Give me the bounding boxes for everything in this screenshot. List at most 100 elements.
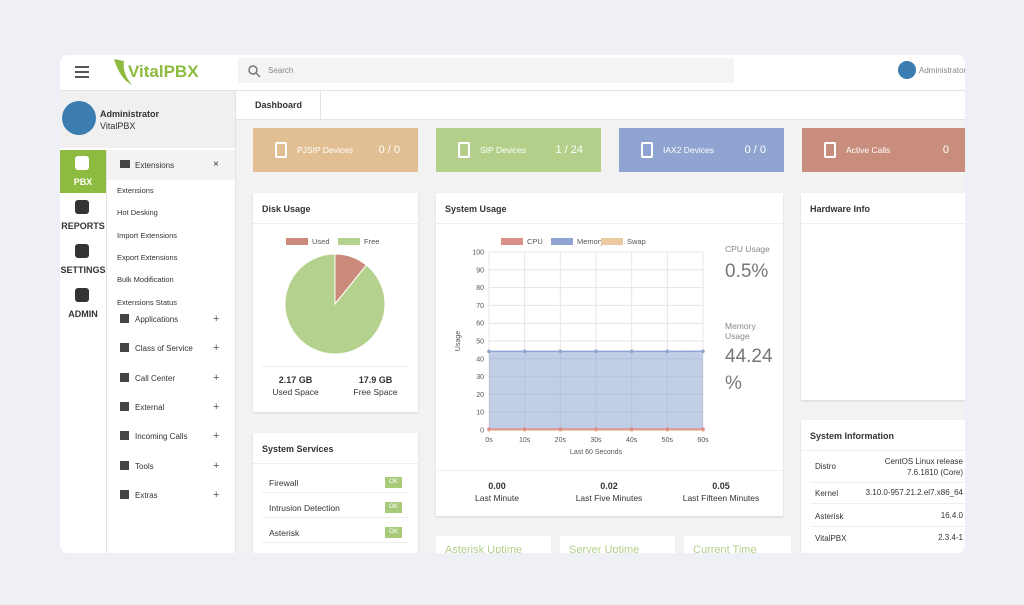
menu-section[interactable]: Class of Service bbox=[135, 344, 193, 354]
menu-icon bbox=[120, 343, 129, 353]
disk-value: 2.17 GB bbox=[278, 375, 313, 385]
search-box[interactable]: Search bbox=[238, 58, 734, 83]
usage-stat-value: 0.5% bbox=[725, 261, 769, 282]
menu-icon bbox=[120, 372, 129, 382]
series-point bbox=[665, 427, 670, 431]
rail-item[interactable]: PBX bbox=[60, 150, 106, 193]
card-label: SIP Devices bbox=[480, 145, 527, 155]
series-point bbox=[665, 349, 670, 354]
series-point bbox=[487, 349, 491, 354]
series-point bbox=[558, 349, 563, 354]
legend-swatch bbox=[501, 238, 523, 245]
bottom-panel-title: Current Time bbox=[693, 544, 757, 553]
disk-usage-panel: Disk Usage Used Free 2.17 GB Used Space 17.9 … bbox=[253, 193, 418, 412]
menu-label: Extensions bbox=[135, 161, 175, 170]
info-value: 16.4.0 bbox=[940, 511, 963, 520]
stat-card[interactable]: Active Calls 0 bbox=[802, 128, 965, 172]
menu-item[interactable]: Hot Desking bbox=[117, 208, 158, 218]
menu-icon bbox=[120, 314, 129, 323]
profile-avatar bbox=[62, 101, 96, 135]
card-value: 0 bbox=[942, 144, 949, 156]
top-bar: VitalPBX Search Administrator bbox=[60, 55, 965, 91]
menu-icon bbox=[120, 401, 129, 411]
service-status: OK bbox=[385, 477, 402, 488]
tab[interactable]: Dashboard bbox=[238, 91, 321, 119]
info-value: 3.10.0-957.21.2.el7.x86_64 bbox=[865, 488, 963, 497]
info-key: Distro bbox=[815, 462, 836, 471]
menu-expand[interactable]: + bbox=[213, 313, 220, 325]
system-usage-panel: System Usage CPU Memory Swap 0 10 20 30 40 50 60 70… bbox=[436, 193, 783, 516]
x-tick-label: 0s bbox=[485, 437, 493, 444]
menu-section[interactable]: Applications bbox=[135, 315, 179, 324]
logo[interactable]: VitalPBX bbox=[110, 55, 210, 89]
y-tick-label: 10 bbox=[476, 410, 484, 417]
y-tick-label: 0 bbox=[480, 428, 484, 435]
row-divider bbox=[810, 526, 965, 527]
panel-title: System Information bbox=[810, 431, 895, 441]
series-point bbox=[594, 427, 598, 431]
stat-card[interactable]: SIP Devices 1 / 24 bbox=[436, 128, 601, 172]
user-avatar[interactable] bbox=[898, 61, 916, 79]
search-placeholder: Search bbox=[268, 66, 294, 75]
menu-section[interactable]: External bbox=[135, 402, 165, 412]
card-value: 0 / 0 bbox=[378, 144, 400, 156]
rail-item[interactable]: ADMIN bbox=[60, 282, 106, 325]
menu-close: × bbox=[213, 159, 219, 170]
usage-chart: CPU Memory Swap 0 10 20 30 40 50 60 70 80 90 100 0s 10s… bbox=[455, 237, 709, 456]
row-divider bbox=[262, 517, 409, 518]
card-icon bbox=[275, 142, 287, 158]
load-label: Last Five Minutes bbox=[575, 493, 643, 503]
icon-rail: PBX REPORTS SETTINGS ADMIN bbox=[60, 150, 107, 553]
user-name[interactable]: Administrator bbox=[919, 66, 965, 75]
tab-bar: Dashboard bbox=[236, 91, 965, 120]
disk-caption: Free Space bbox=[353, 387, 398, 397]
search-icon bbox=[248, 65, 261, 78]
menu-expand[interactable]: + bbox=[213, 371, 220, 384]
card-label: PJSIP Devices bbox=[297, 145, 354, 155]
y-tick-label: 70 bbox=[476, 303, 484, 310]
menu-item[interactable]: Extensions Status bbox=[117, 297, 178, 307]
series-point bbox=[701, 349, 705, 354]
main-area: Dashboard PJSIP Devices 0 / 0 SIP Devices 1… bbox=[236, 91, 965, 553]
panel-divider bbox=[436, 223, 783, 224]
x-tick-label: 40s bbox=[626, 437, 638, 444]
menu-item[interactable]: Import Extensions bbox=[117, 230, 178, 240]
stat-card[interactable]: PJSIP Devices 0 / 0 bbox=[253, 128, 418, 172]
card-value: 0 / 0 bbox=[744, 144, 766, 156]
logo-text: VitalPBX bbox=[128, 62, 199, 81]
series-point bbox=[522, 349, 527, 354]
panel-divider bbox=[436, 470, 783, 471]
y-tick-label: 100 bbox=[472, 250, 484, 257]
menu-expand[interactable]: + bbox=[213, 400, 220, 413]
bottom-panel: Server Uptime bbox=[560, 536, 675, 553]
menu-section[interactable]: Tools bbox=[135, 461, 154, 471]
tab-label: Dashboard bbox=[255, 100, 303, 110]
rail-item[interactable]: REPORTS bbox=[60, 194, 106, 237]
menu-icon[interactable] bbox=[75, 65, 91, 79]
menu-section[interactable]: Call Center bbox=[135, 373, 176, 383]
rail-icon bbox=[75, 288, 89, 302]
menu-section-open[interactable]: Extensions × bbox=[107, 150, 235, 180]
menu-section[interactable]: Incoming Calls bbox=[135, 432, 188, 442]
profile-name: Administrator bbox=[100, 109, 160, 119]
card-value: 1 / 24 bbox=[555, 144, 583, 156]
x-tick-label: 60s bbox=[697, 437, 709, 444]
disk-chart: Used Free bbox=[284, 237, 386, 355]
menu-item[interactable]: Export Extensions bbox=[117, 252, 178, 262]
info-key: Kernel bbox=[815, 489, 839, 498]
sidebar: Administrator VitalPBX PBX REPORTS SETTING… bbox=[60, 91, 236, 553]
menu-section[interactable]: Extras bbox=[135, 490, 158, 500]
menu-item[interactable]: Bulk Modification bbox=[117, 275, 174, 285]
rail-item[interactable]: SETTINGS bbox=[60, 238, 106, 281]
menu-expand[interactable]: + bbox=[213, 342, 220, 355]
bottom-panel-title: Server Uptime bbox=[569, 544, 640, 553]
stat-card[interactable]: IAX2 Devices 0 / 0 bbox=[619, 128, 784, 172]
menu-item[interactable]: Extensions bbox=[117, 186, 154, 195]
series-point bbox=[594, 349, 598, 354]
legend-label: CPU bbox=[527, 237, 543, 246]
menu-expand[interactable]: + bbox=[213, 430, 220, 443]
load-label: Last Minute bbox=[475, 493, 519, 503]
menu-expand[interactable]: + bbox=[213, 459, 220, 472]
menu-expand[interactable]: + bbox=[213, 488, 220, 501]
